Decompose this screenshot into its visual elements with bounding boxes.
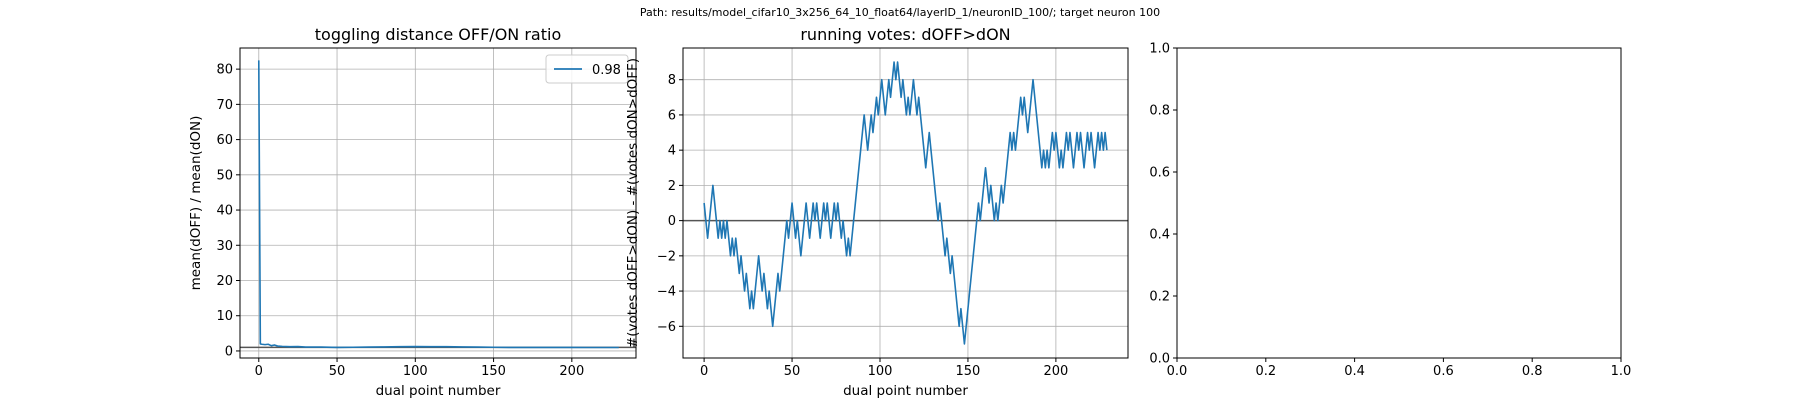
y-tick-label: 40 [216, 204, 233, 219]
y-tick-label: 0.8 [1149, 104, 1170, 119]
y-tick-label: 60 [216, 133, 233, 148]
y-tick-label: 80 [216, 63, 233, 78]
legend-label: 0.98 [592, 63, 621, 78]
x-tick-label: 0.8 [1522, 364, 1543, 379]
subplot-3: 0.0 0.2 0.4 0.6 0.8 1.0 0.0 0.2 0.4 0.6 0.8 1.0 [1149, 42, 1631, 380]
y-tick-label: 6 [668, 108, 676, 123]
x-tick-label: 0 [255, 364, 263, 379]
y-axis-label: mean(dOFF) / mean(dON) [188, 116, 204, 291]
x-tick-label: 200 [1043, 364, 1068, 379]
y-tick-label: 50 [216, 168, 233, 183]
chart-title: toggling distance OFF/ON ratio [315, 25, 561, 44]
y-tick-label: −4 [657, 285, 676, 300]
y-tick-label: 0 [225, 344, 233, 359]
axes-frame [239, 47, 637, 359]
subplot-1: 0 50 100 150 200 0 10 20 30 40 50 60 70 80 toggling di… [188, 25, 637, 399]
chart-title: running votes: dOFF>dON [800, 25, 1010, 44]
series-line-1 [703, 61, 1108, 345]
y-tick-label: 30 [216, 239, 233, 254]
y-tick-label: 0.2 [1149, 290, 1170, 305]
x-tick-label: 200 [559, 364, 584, 379]
y-tick-label: 4 [668, 144, 676, 159]
y-tick-label: 0.6 [1149, 166, 1170, 181]
axes-frame [682, 47, 1129, 359]
legend: 0.98 [545, 54, 629, 84]
x-tick-label: 50 [329, 364, 346, 379]
series-line-1 [257, 60, 619, 349]
y-tick-label: 70 [216, 98, 233, 113]
x-tick-label: 100 [868, 364, 893, 379]
x-tick-label: 150 [956, 364, 981, 379]
y-tick-label: 1.0 [1149, 42, 1170, 57]
y-tick-label: −2 [657, 249, 676, 264]
y-tick-label: 20 [216, 274, 233, 289]
y-axis-label: #(votes dOFF>dON) - #(votes dON>dOFF) [625, 58, 641, 348]
y-tick-label: 0.4 [1149, 228, 1170, 243]
subplot-2: 0 50 100 150 200 −6 −4 −2 0 2 4 6 8 running votes: dO… [625, 25, 1129, 399]
x-tick-label: 0.0 [1167, 364, 1188, 379]
x-tick-label: 100 [403, 364, 428, 379]
y-tick-label: 0 [668, 214, 676, 229]
x-tick-label: 0.2 [1255, 364, 1276, 379]
x-tick-label: 50 [784, 364, 801, 379]
x-tick-label: 150 [481, 364, 506, 379]
y-tick-label: −6 [657, 320, 676, 335]
x-tick-label: 0 [700, 364, 708, 379]
y-tick-label: 8 [668, 73, 676, 88]
x-tick-label: 0.6 [1433, 364, 1454, 379]
figure-suptitle: Path: results/model_cifar10_3x256_64_10_… [640, 6, 1160, 19]
y-tick-label: 10 [216, 309, 233, 324]
axes-frame [1176, 47, 1622, 359]
x-tick-label: 1.0 [1611, 364, 1632, 379]
legend-box [545, 54, 629, 84]
x-axis-label: dual point number [843, 383, 968, 399]
y-tick-label: 0.0 [1149, 352, 1170, 367]
x-axis-label: dual point number [376, 383, 501, 399]
x-tick-label: 0.4 [1344, 364, 1365, 379]
y-tick-label: 2 [668, 179, 676, 194]
